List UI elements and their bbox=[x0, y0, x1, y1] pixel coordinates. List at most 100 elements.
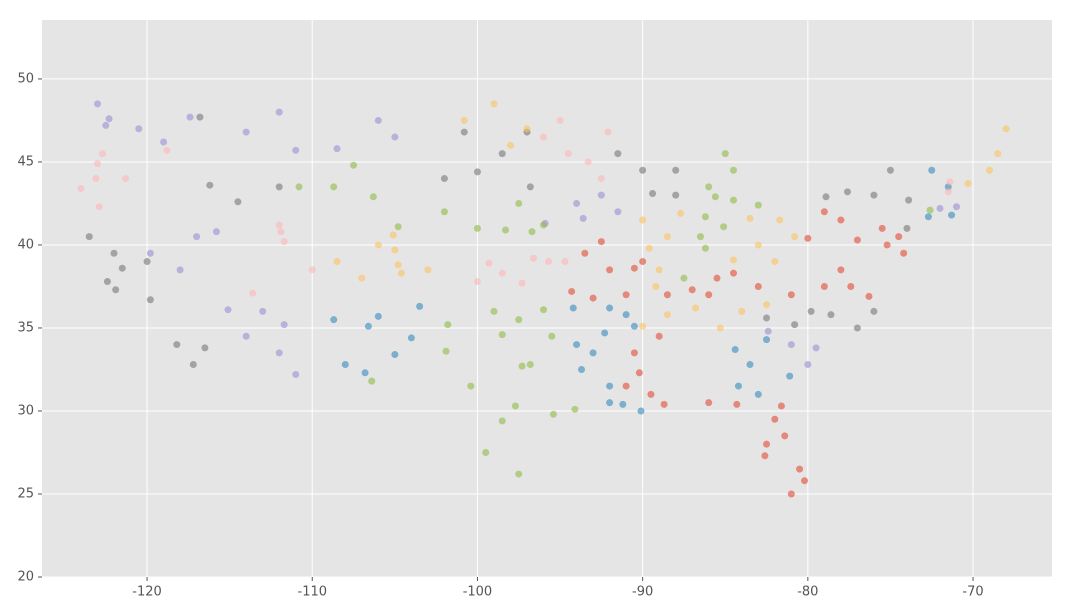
point bbox=[112, 286, 120, 294]
point bbox=[692, 304, 700, 312]
point bbox=[635, 369, 643, 377]
point bbox=[333, 145, 341, 153]
point bbox=[95, 203, 103, 211]
point bbox=[103, 277, 111, 285]
point bbox=[201, 344, 209, 352]
point bbox=[886, 166, 894, 174]
point bbox=[295, 183, 303, 191]
point bbox=[953, 203, 961, 211]
point bbox=[460, 128, 468, 136]
point bbox=[77, 185, 85, 193]
point bbox=[122, 175, 130, 183]
point bbox=[528, 228, 536, 236]
point bbox=[98, 150, 106, 158]
point bbox=[589, 294, 597, 302]
point bbox=[820, 282, 828, 290]
point bbox=[672, 166, 680, 174]
point bbox=[118, 264, 126, 272]
point bbox=[721, 150, 729, 158]
point bbox=[606, 382, 614, 390]
point bbox=[275, 183, 283, 191]
point bbox=[544, 258, 552, 266]
point bbox=[630, 349, 638, 357]
point bbox=[206, 181, 214, 189]
point bbox=[573, 199, 581, 207]
point bbox=[176, 266, 184, 274]
point bbox=[994, 150, 1002, 158]
point bbox=[515, 316, 523, 324]
point bbox=[341, 360, 349, 368]
point bbox=[556, 116, 564, 124]
point bbox=[639, 216, 647, 224]
tick-labels: -120 -110 -100 -90 -80 -70 20 25 30 35 40 45 50 bbox=[17, 71, 983, 599]
point bbox=[333, 258, 341, 266]
point bbox=[597, 238, 605, 246]
point bbox=[361, 369, 369, 377]
y-tick-label: 50 bbox=[17, 71, 34, 86]
point bbox=[804, 360, 812, 368]
point bbox=[763, 314, 771, 322]
point bbox=[440, 208, 448, 216]
point bbox=[578, 365, 586, 373]
point bbox=[606, 399, 614, 407]
point bbox=[460, 116, 468, 124]
point bbox=[801, 477, 809, 485]
point bbox=[622, 291, 630, 299]
point bbox=[110, 249, 118, 257]
y-tick-label: 40 bbox=[17, 237, 34, 252]
point bbox=[733, 400, 741, 408]
point bbox=[827, 311, 835, 319]
point bbox=[530, 254, 538, 262]
point bbox=[853, 236, 861, 244]
y-tick-label: 35 bbox=[17, 320, 34, 335]
point bbox=[506, 141, 514, 149]
point bbox=[701, 244, 709, 252]
point bbox=[498, 150, 506, 158]
plot-area bbox=[42, 20, 1052, 577]
point bbox=[754, 390, 762, 398]
point bbox=[645, 244, 653, 252]
point bbox=[705, 399, 713, 407]
point bbox=[394, 223, 402, 231]
point bbox=[746, 214, 754, 222]
point bbox=[652, 282, 660, 290]
point bbox=[787, 341, 795, 349]
point bbox=[763, 336, 771, 344]
point bbox=[764, 327, 772, 335]
point bbox=[424, 266, 432, 274]
point bbox=[526, 360, 534, 368]
point bbox=[705, 183, 713, 191]
point bbox=[647, 390, 655, 398]
point bbox=[350, 161, 358, 169]
point bbox=[688, 286, 696, 294]
y-tick-label: 45 bbox=[17, 154, 34, 169]
point bbox=[771, 258, 779, 266]
point bbox=[564, 150, 572, 158]
point bbox=[573, 341, 581, 349]
point bbox=[308, 266, 316, 274]
point bbox=[442, 347, 450, 355]
point bbox=[944, 188, 952, 196]
point bbox=[701, 213, 709, 221]
point bbox=[820, 208, 828, 216]
grid bbox=[42, 20, 1052, 578]
point bbox=[224, 306, 232, 314]
point bbox=[548, 332, 556, 340]
point bbox=[655, 266, 663, 274]
point bbox=[280, 238, 288, 246]
point bbox=[568, 287, 576, 295]
point bbox=[275, 108, 283, 116]
point bbox=[606, 304, 614, 312]
point bbox=[853, 324, 861, 332]
point bbox=[812, 344, 820, 352]
point bbox=[523, 125, 531, 133]
point bbox=[242, 128, 250, 136]
point bbox=[948, 211, 956, 219]
point bbox=[193, 233, 201, 241]
point bbox=[787, 291, 795, 299]
point bbox=[878, 224, 886, 232]
x-tick-label: -90 bbox=[632, 585, 653, 600]
point bbox=[883, 241, 891, 249]
point bbox=[761, 452, 769, 460]
